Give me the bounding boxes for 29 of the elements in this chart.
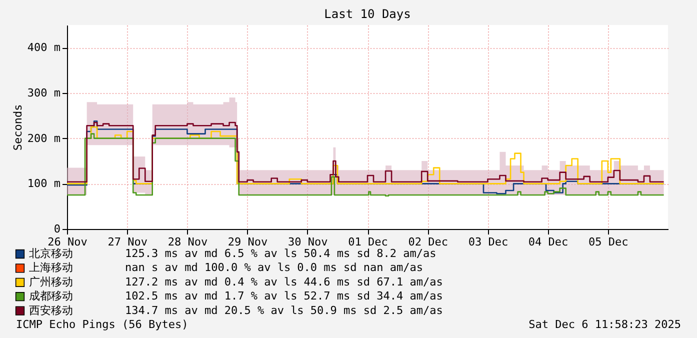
text: ICMP Echo Pings (56 Bytes): [16, 318, 188, 331]
text: nan s av md 100.0 % av ls 0.0 ms sd nan am/as: [125, 261, 424, 274]
text: 125.3 ms av md 6.5 % av ls 50.4 ms sd 8.2 am/as: [125, 247, 436, 260]
legend-label: 上海移动: [29, 261, 73, 274]
y-tick-label: 200 m: [27, 132, 61, 145]
x-tick-label: 05 Dec: [588, 236, 628, 248]
legend-label: 广州移动: [29, 275, 73, 288]
x-tick-label: 26 Nov: [48, 236, 88, 248]
y-axis-title: Seconds: [11, 104, 24, 151]
x-tick-label: 01 Dec: [348, 236, 388, 248]
legend-label: 北京移动: [29, 247, 73, 260]
x-tick-label: 04 Dec: [528, 236, 568, 248]
text: 127.2 ms av md 0.4 % av ls 44.6 ms sd 67.1 am/as: [125, 275, 443, 288]
y-tick-label: 0: [54, 222, 60, 236]
legend-label: 成都移动: [29, 290, 73, 303]
x-tick-label: 03 Dec: [468, 236, 508, 248]
chart-title: Last 10 Days: [324, 7, 411, 21]
x-tick-label: 28 Nov: [168, 236, 208, 248]
x-tick-label: 30 Nov: [288, 236, 328, 248]
text: 102.5 ms av md 1.7 % av ls 52.7 ms sd 34.4 am/as: [125, 290, 443, 303]
text: Sat Dec 6 11:58:23 2025: [528, 318, 681, 331]
y-tick-label: 300 m: [27, 86, 61, 100]
legend-label: 西安移动: [29, 304, 73, 317]
text: 134.7 ms av md 20.5 % av ls 50.9 ms sd 2.5 am/as: [125, 304, 443, 317]
x-tick-label: 02 Dec: [408, 236, 448, 248]
x-tick-label: 29 Nov: [228, 236, 268, 248]
y-tick-label: 400 m: [27, 41, 61, 54]
x-tick-label: 27 Nov: [108, 236, 148, 248]
y-tick-label: 100 m: [27, 177, 61, 190]
